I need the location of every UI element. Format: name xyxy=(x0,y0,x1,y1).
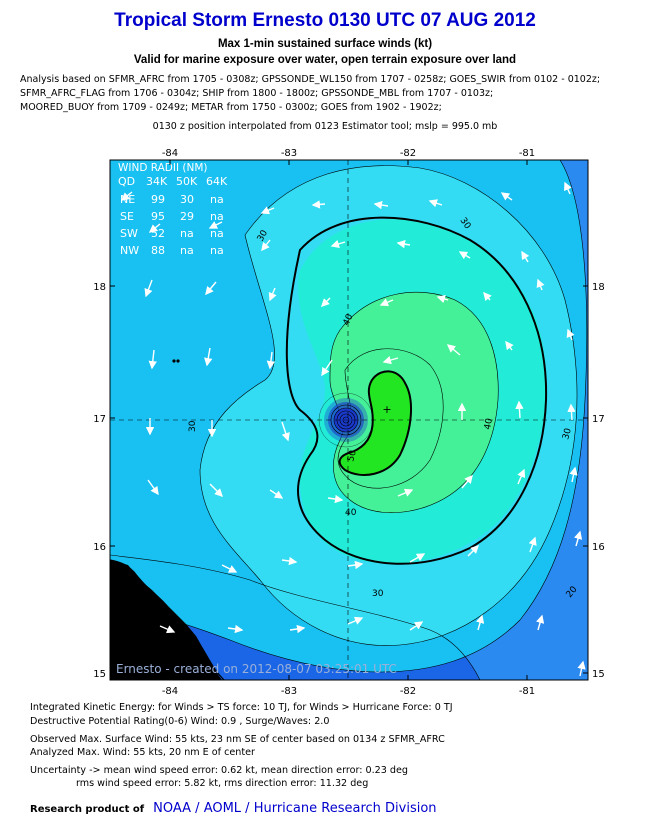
position-note: 0130 z position interpolated from 0123 E… xyxy=(152,121,498,132)
wind-radii-table: WIND RADII (NM) QD 34K 50K 64K NE 99 30 … xyxy=(118,162,228,257)
radii-50k: na xyxy=(180,244,194,257)
research-org-link[interactable]: NOAA / AOML / Hurricane Research Divisio… xyxy=(153,801,437,816)
analysis-line-2: SFMR_AFRC_FLAG from 1706 - 0304z; SHIP f… xyxy=(20,88,494,99)
radii-50k: 30 xyxy=(180,193,194,206)
band-core xyxy=(339,371,412,475)
contour-label: 40 xyxy=(483,417,495,430)
lon-label-bottom: -81 xyxy=(519,686,535,697)
radii-34k: 95 xyxy=(151,210,165,223)
max-wind-marker: + xyxy=(382,403,391,416)
lon-label-top: -81 xyxy=(519,148,535,159)
radii-34k: 99 xyxy=(151,193,165,206)
radii-header-50k: 50K xyxy=(176,175,198,188)
lon-label-bottom: -82 xyxy=(400,686,416,697)
lat-label-right: 15 xyxy=(592,669,605,680)
contour-label: 30 xyxy=(372,589,384,599)
lat-label-right: 16 xyxy=(592,542,605,553)
radii-64k: na xyxy=(210,227,224,240)
radii-quadrant: NE xyxy=(120,193,135,206)
radii-34k: 52 xyxy=(151,227,165,240)
lon-label-top: -84 xyxy=(162,148,178,159)
radii-64k: na xyxy=(210,210,224,223)
wind-vectors xyxy=(120,181,586,677)
lon-label-top: -82 xyxy=(400,148,416,159)
contour-label: 30 xyxy=(561,427,574,441)
map-credit: Ernesto - created on 2012-08-07 03:25:01… xyxy=(116,662,397,676)
ike-line: Integrated Kinetic Energy: for Winds > T… xyxy=(30,702,453,713)
analysis-line-3: MOORED_BUOY from 1709 - 0249z; METAR fro… xyxy=(20,102,442,113)
axis-ticks xyxy=(110,160,588,680)
map-frame xyxy=(109,159,589,681)
lon-label-bottom: -84 xyxy=(162,686,178,697)
contour-outer xyxy=(110,160,588,673)
contour-40kt xyxy=(329,291,499,514)
landmass xyxy=(110,560,222,680)
contour-labels: 30 30 30 30 40 40 40 50 30 20 xyxy=(188,216,580,600)
radii-header-34k: 34K xyxy=(146,175,168,188)
lat-label-left: 16 xyxy=(93,542,106,553)
map-title: Tropical Storm Ernesto 0130 UTC 07 AUG 2… xyxy=(114,10,536,31)
radii-34k: 88 xyxy=(151,244,165,257)
island-dot xyxy=(176,359,180,363)
contour-label: 40 xyxy=(345,508,357,518)
map-subtitle-exposure: Valid for marine exposure over water, op… xyxy=(133,54,517,66)
island-dot xyxy=(172,359,176,363)
radii-50k: 29 xyxy=(180,210,194,223)
lat-label-left: 15 xyxy=(93,669,106,680)
research-credit: Research product of NOAA / AOML / Hurric… xyxy=(30,797,437,816)
contour-label: 50 xyxy=(346,449,359,463)
contour-34kt xyxy=(285,216,548,565)
contour-core xyxy=(338,370,412,476)
lat-label-right: 17 xyxy=(592,414,605,425)
radii-header-64k: 64K xyxy=(206,175,228,188)
axis-labels: -84 -83 -82 -81 -84 -83 -82 -81 18 17 16… xyxy=(93,148,604,697)
radii-50k: na xyxy=(180,227,194,240)
contour-label: 30 xyxy=(188,420,198,432)
coastline xyxy=(110,559,225,680)
radii-64k: na xyxy=(210,193,224,206)
observed-max-line: Observed Max. Surface Wind: 55 kts, 23 n… xyxy=(30,734,445,745)
uncertainty-line-2: rms wind speed error: 5.82 kt, rms direc… xyxy=(76,778,369,789)
radii-64k: na xyxy=(210,244,224,257)
lat-label-left: 18 xyxy=(93,282,106,293)
lon-label-top: -83 xyxy=(281,148,297,159)
research-label: Research product of xyxy=(30,804,145,815)
analyzed-max-line: Analyzed Max. Wind: 55 kts, 20 nm E of c… xyxy=(30,747,255,758)
lon-label-bottom: -83 xyxy=(281,686,297,697)
contour-label: 40 xyxy=(342,312,356,327)
dpr-line: Destructive Potential Rating(0-6) Wind: … xyxy=(30,716,330,727)
contour-20kt xyxy=(110,554,481,680)
uncertainty-line-1: Uncertainty -> mean wind speed error: 0.… xyxy=(30,765,409,776)
wind-radii-title: WIND RADII (NM) xyxy=(118,162,208,174)
radii-header-qd: QD xyxy=(118,175,135,188)
analysis-line-1: Analysis based on SFMR_AFRC from 1705 - … xyxy=(20,74,601,85)
contour-label: 30 xyxy=(256,228,270,243)
radii-quadrant: NW xyxy=(120,244,139,257)
map-subtitle-units: Max 1-min sustained surface winds (kt) xyxy=(217,38,433,50)
lat-label-right: 18 xyxy=(592,282,605,293)
lat-label-left: 17 xyxy=(93,414,106,425)
contour-50kt xyxy=(337,348,444,489)
radii-quadrant: SW xyxy=(120,227,138,240)
radii-quadrant: SE xyxy=(120,210,134,223)
